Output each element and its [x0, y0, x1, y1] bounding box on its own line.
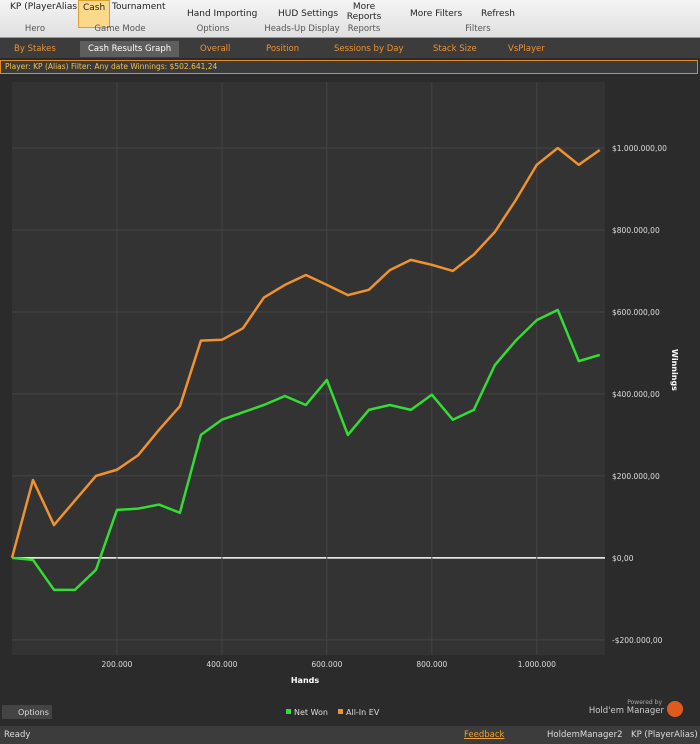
hand-importing-button[interactable]: Hand Importing	[187, 9, 258, 19]
hud-settings-button[interactable]: HUD Settings	[278, 9, 339, 19]
group-caption: Game Mode	[94, 24, 146, 34]
group-caption: Filters	[465, 24, 491, 34]
options-label[interactable]: Options	[18, 708, 49, 717]
tab[interactable]: By Stakes	[14, 44, 56, 54]
tab[interactable]: Sessions by Day	[334, 44, 404, 54]
y-tick-label: $600.000,00	[612, 308, 660, 317]
legend-label: All-In EV	[346, 708, 380, 717]
legend-swatch	[286, 709, 291, 714]
group-caption: Heads-Up Display	[264, 24, 340, 34]
y-tick-label: -$200.000,00	[612, 636, 663, 645]
hero-button[interactable]: KP (PlayerAlias)	[10, 2, 81, 12]
y-tick-label: $200.000,00	[612, 472, 660, 481]
y-axis-title: Winnings	[670, 349, 679, 391]
tab[interactable]: Overall	[200, 44, 231, 54]
chart: -$200.000,00 $0,00 $200.000,00 $400.000,00 $…	[0, 74, 700, 726]
status-text: Ready	[4, 730, 31, 740]
x-tick-label: 600.000	[311, 660, 342, 669]
y-tick-label: $1.000.000,00	[612, 144, 667, 153]
group-caption: Reports	[347, 24, 381, 34]
tab-bar: By Stakes Cash Results Graph Overall Positi…	[0, 38, 700, 58]
status-bar: Ready Feedback HoldemManager2 KP (Player…	[0, 726, 700, 744]
series-line	[10, 146, 601, 559]
options-button[interactable]	[2, 705, 52, 719]
more-filters-button[interactable]: More Filters	[410, 9, 463, 19]
legend-swatch	[338, 709, 343, 714]
brand-logo	[667, 701, 683, 717]
y-tick-label: $800.000,00	[612, 226, 660, 235]
refresh-button[interactable]: Refresh	[481, 9, 515, 19]
user-name: KP (PlayerAlias)	[631, 730, 698, 740]
tab[interactable]: Stack Size	[433, 44, 477, 54]
brand: Hold'em Manager	[589, 706, 665, 716]
tournament-button[interactable]: Tournament	[112, 2, 166, 12]
tab[interactable]: VsPlayer	[508, 44, 545, 54]
app-name: HoldemManager2	[547, 730, 623, 740]
x-axis-title: Hands	[291, 676, 320, 685]
more-reports-button[interactable]: More Reports	[346, 2, 382, 22]
group-caption: Options	[196, 24, 230, 34]
x-tick-label: 200.000	[101, 660, 132, 669]
series-line	[11, 308, 601, 592]
toolbar: KP (PlayerAlias) Hero Cash Tournament Ga…	[0, 0, 700, 38]
x-tick-label: 400.000	[206, 660, 237, 669]
tab[interactable]: Position	[266, 44, 300, 54]
powered-by: Powered by	[627, 699, 662, 706]
y-tick-label: $0,00	[612, 554, 634, 563]
plot-area	[12, 82, 605, 655]
y-tick-label: $400.000,00	[612, 390, 660, 399]
x-tick-label: 800.000	[416, 660, 447, 669]
tab[interactable]: Cash Results Graph	[80, 41, 180, 57]
x-tick-label: 1.000.000	[518, 660, 556, 669]
legend-label: Net Won	[294, 708, 328, 717]
cash-button[interactable]: Cash	[78, 0, 111, 28]
group-caption: Hero	[24, 24, 46, 34]
feedback-link[interactable]: Feedback	[464, 730, 505, 740]
filter-bar: Player: KP (Alias) Filter: Any date Winn…	[0, 60, 698, 74]
